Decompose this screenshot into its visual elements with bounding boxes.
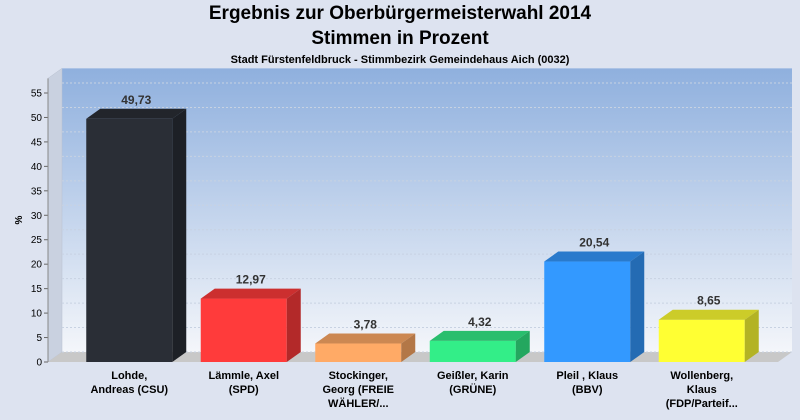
bar-front	[544, 261, 631, 362]
y-tick-label: 25	[31, 235, 43, 246]
bar-value-label: 4,32	[468, 315, 492, 329]
bar-value-label: 12,97	[236, 273, 266, 287]
bar-value-label: 8,65	[697, 294, 721, 308]
bar-side	[401, 333, 416, 362]
bar-value-label: 49,73	[121, 93, 151, 107]
bar-top	[658, 309, 759, 320]
bar	[200, 288, 301, 362]
y-axis-label: %	[14, 215, 25, 224]
bar-top	[200, 288, 301, 299]
x-tick-label: Stockinger,	[329, 370, 388, 382]
bar-side	[286, 288, 301, 362]
y-tick-label: 5	[36, 333, 42, 344]
bar	[315, 333, 416, 362]
bar	[86, 108, 187, 363]
y-tick-label: 50	[31, 113, 43, 124]
y-tick-label: 30	[31, 211, 43, 222]
y-tick-label: 40	[31, 162, 43, 173]
y-tick-label: 10	[31, 309, 43, 320]
bar-top	[315, 333, 416, 344]
y-tick-label: 0	[36, 358, 42, 369]
x-tick-label: Georg (FREIE	[322, 384, 394, 396]
bar-side	[172, 108, 187, 363]
y-tick-label: 55	[31, 89, 43, 100]
bar-top	[86, 108, 187, 119]
x-tick-label: WÄHLER/...	[328, 397, 389, 410]
x-tick-label: (FDP/Parteif...	[666, 398, 738, 410]
x-tick-label: Geißler, Karin	[437, 370, 509, 382]
bar-front	[429, 340, 516, 362]
bar	[658, 309, 759, 362]
bar-front	[200, 298, 287, 362]
bar-value-label: 3,78	[354, 318, 378, 332]
bar-value-label: 20,54	[579, 236, 609, 250]
y-tick-label: 15	[31, 284, 43, 295]
y-tick-label: 20	[31, 260, 43, 271]
bar-top	[544, 251, 645, 262]
chart-subsubtitle: Stadt Fürstenfeldbruck - Stimmbezirk Gem…	[230, 54, 570, 66]
x-tick-label: Lämmle, Axel	[208, 370, 279, 382]
y-tick-label: 45	[31, 137, 43, 148]
bar-front	[315, 343, 402, 362]
plot-side-wall	[47, 67, 63, 363]
chart-title: Ergebnis zur Oberbürgermeisterwahl 2014	[208, 3, 592, 24]
x-tick-label: (GRÜNE)	[449, 383, 496, 396]
bar	[429, 330, 530, 362]
y-tick-label: 35	[31, 186, 43, 197]
x-tick-label: Wollenberg,	[670, 370, 733, 382]
x-tick-label: Andreas (CSU)	[90, 384, 168, 396]
chart-subtitle: Stimmen in Prozent	[311, 28, 489, 49]
bar	[544, 251, 645, 362]
x-tick-label: Lohde,	[111, 370, 147, 382]
bar-side	[630, 251, 645, 362]
bar-front	[658, 319, 745, 362]
bar-side	[744, 309, 759, 362]
bar-top	[429, 330, 530, 341]
x-tick-label: Pleil , Klaus	[556, 370, 618, 382]
x-tick-label: (SPD)	[229, 384, 259, 396]
bar-front	[86, 118, 173, 363]
x-tick-label: Klaus	[687, 384, 717, 396]
bar-side	[515, 330, 530, 362]
x-tick-label: (BBV)	[572, 384, 603, 396]
